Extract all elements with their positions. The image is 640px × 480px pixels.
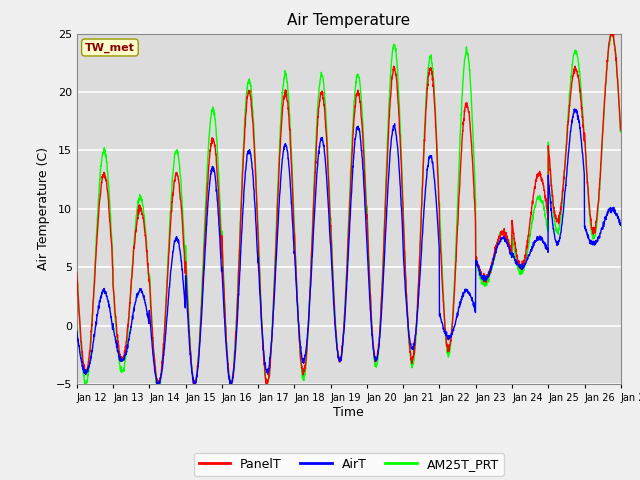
Title: Air Temperature: Air Temperature bbox=[287, 13, 410, 28]
Text: TW_met: TW_met bbox=[85, 42, 135, 53]
X-axis label: Time: Time bbox=[333, 406, 364, 419]
Y-axis label: Air Temperature (C): Air Temperature (C) bbox=[37, 147, 50, 270]
Legend: PanelT, AirT, AM25T_PRT: PanelT, AirT, AM25T_PRT bbox=[194, 453, 504, 476]
